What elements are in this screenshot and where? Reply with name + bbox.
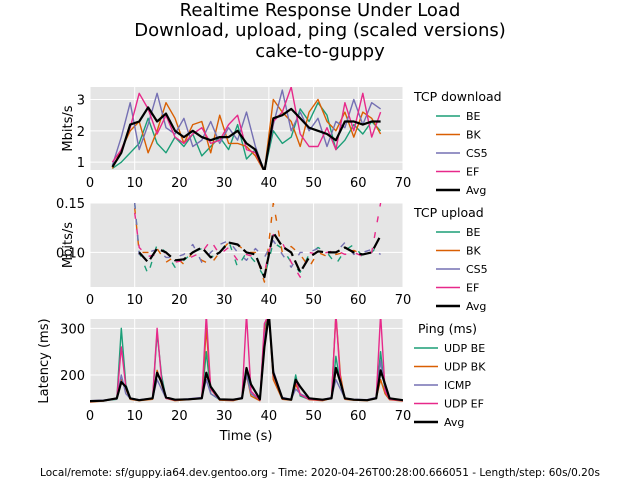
legend-title: TCP upload [413,205,484,220]
series-line-avg [111,106,381,170]
panel-3: 0 10 20 30 40 50 60 70 200 300 Latency (ms) Ping (m… [37,318,486,429]
plot-background [90,203,403,287]
x-tick-label: 20 [171,409,188,424]
x-tick-label: 60 [350,176,367,191]
legend-label: CS5 [466,147,488,160]
series-line-cs5 [134,203,381,268]
y-tick-label: 3 [77,94,85,109]
x-tick-label: 10 [126,176,143,191]
legend-title: Ping (ms) [418,321,477,336]
x-tick-label: 30 [216,293,233,308]
series-line-avg [90,319,403,403]
legend-label: UDP EF [444,398,484,411]
y-axis-label: Mbits/s [61,105,76,151]
series-line-bk [134,203,381,283]
y-tick-label: 300 [60,322,85,337]
x-tick-label: 50 [305,176,322,191]
x-axis-label: Time (s) [219,429,273,444]
x-tick-label: 40 [261,409,278,424]
y-tick-label: 200 [60,369,85,384]
series-line-avg [138,231,382,279]
x-tick-label: 20 [171,176,188,191]
legend-label: BE [466,110,481,123]
x-tick-label: 60 [350,409,367,424]
footer-metadata: Local/remote: sf/guppy.ia64.dev.gentoo.o… [40,467,600,479]
chart-title-line-2: Download, upload, ping (scaled versions) [134,20,506,41]
y-axis-label: Mbits/s [61,222,76,268]
x-tick-label: 0 [86,409,94,424]
series-group [90,319,403,403]
legend-label: EF [466,166,479,179]
legend: Ping (ms) UDP BE UDP BK ICMP UDP EF Avg [414,321,486,429]
chart-title-line-3: cake-to-guppy [255,41,385,62]
y-tick-label: 0.15 [56,197,85,212]
x-tick-label: 30 [216,176,233,191]
series-line-cs5 [111,89,382,170]
legend-label: BE [466,226,481,239]
legend-label: BK [466,129,482,142]
panel-2: 0 10 20 30 40 50 60 70 0.10 0.15 Mbits/s TCP upload… [56,197,488,313]
x-tick-label: 0 [86,293,94,308]
x-tick-label: 60 [350,293,367,308]
x-tick-label: 50 [305,409,322,424]
legend-label: EF [466,282,479,295]
legend: TCP download BE BK CS5 EF Avg [413,89,502,197]
legend-label: ICMP [444,379,471,392]
legend-label: Avg [444,416,464,429]
legend-title: TCP download [413,89,502,104]
series-group [111,87,382,170]
x-tick-label: 0 [86,176,94,191]
x-tick-label: 70 [395,293,412,308]
series-line-be [134,203,382,278]
y-tick-label: 1 [77,156,85,171]
x-tick-label: 70 [395,409,412,424]
series-line-ef [111,87,382,170]
x-tick-label: 50 [305,293,322,308]
x-tick-label: 30 [216,409,233,424]
x-tick-label: 20 [171,293,188,308]
legend-label: BK [466,245,482,258]
legend-label: CS5 [466,263,488,276]
chart-title-line-1: Realtime Response Under Load [179,0,461,21]
y-tick-label: 2 [77,125,85,140]
legend-label: UDP BE [444,342,485,355]
legend: TCP upload BE BK CS5 EF Avg [413,205,488,313]
x-tick-label: 10 [126,293,143,308]
plot-background [90,319,403,403]
y-tick-label: 0.10 [56,246,85,261]
x-tick-label: 70 [395,176,412,191]
x-tick-label: 10 [126,409,143,424]
x-tick-label: 40 [261,293,278,308]
series-group [134,203,382,283]
series-line-bk [111,98,382,170]
x-tick-label: 40 [261,176,278,191]
legend-label: Avg [466,184,486,197]
y-axis-label: Latency (ms) [37,318,52,403]
legend-label: Avg [466,300,486,313]
legend-label: UDP BK [444,361,486,374]
